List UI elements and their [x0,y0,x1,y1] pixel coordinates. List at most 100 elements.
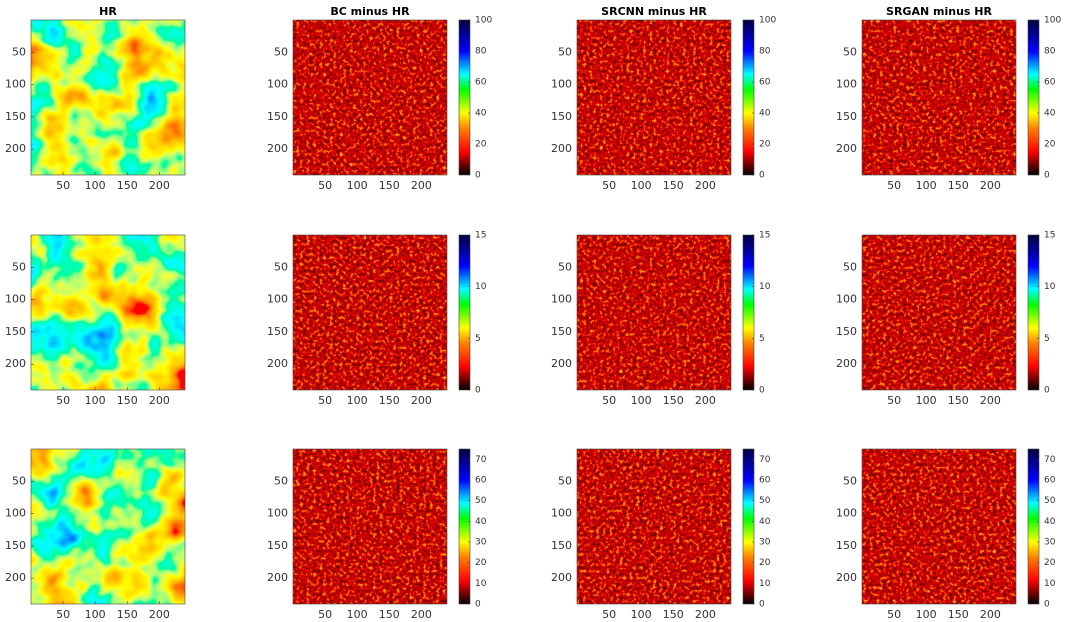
axes-box [292,234,448,391]
colorbar-tick-label: 20 [759,558,771,568]
colorbar-tick-label: 0 [1044,171,1050,181]
image [862,449,1016,604]
colorbar-tick-label: 40 [475,517,487,527]
x-tick-label: 50 [56,394,70,407]
colorbar-tick-label: 5 [1044,334,1050,344]
colorbar-tick-label: 0 [759,171,765,181]
colorbar-tick-label: 80 [475,47,487,57]
y-tick-label: 50 [558,474,572,487]
colorbar-tick-label: 60 [759,476,771,486]
colorbar-tick-label: 10 [475,579,487,589]
panel-title: SRCNN minus HR [601,5,707,18]
colorbar-tick-label: 70 [759,455,771,465]
y-tick-label: 50 [558,260,572,273]
y-tick-label: 200 [267,571,288,584]
colorbar [742,19,755,176]
image [293,235,447,390]
colorbar-tick-label: 10 [759,579,771,589]
y-tick-label: 150 [267,110,288,123]
colorbar-tick-label: 60 [759,78,771,88]
y-tick-label: 200 [836,357,857,370]
image [31,449,185,604]
y-tick-label: 100 [551,293,572,306]
x-tick-label: 200 [695,394,716,407]
y-tick-label: 200 [267,142,288,155]
colorbar-tick-label: 10 [1044,282,1056,292]
axes-box [861,19,1017,176]
colorbar-tick-label: 100 [1044,16,1061,26]
y-tick-label: 150 [267,539,288,552]
image [862,235,1016,390]
colorbar-tick-label: 5 [759,334,765,344]
y-tick-label: 100 [836,507,857,520]
y-tick-label: 100 [267,293,288,306]
image [293,449,447,604]
x-tick-label: 200 [980,179,1001,192]
axes-box [576,19,732,176]
x-tick-label: 100 [916,179,937,192]
colorbar-tick-label: 30 [759,538,771,548]
y-tick-label: 150 [5,539,26,552]
y-tick-label: 200 [5,571,26,584]
colorbar-tick-label: 40 [475,109,487,119]
y-tick-label: 50 [12,474,26,487]
x-tick-label: 100 [85,608,106,621]
y-tick-label: 150 [836,539,857,552]
x-tick-label: 200 [411,394,432,407]
y-tick-label: 50 [843,45,857,58]
y-tick-label: 50 [843,260,857,273]
colorbar-tick-label: 15 [1044,231,1055,241]
y-tick-label: 150 [836,110,857,123]
axes-box [576,448,732,605]
x-tick-label: 50 [887,179,901,192]
colorbar [1027,19,1040,176]
x-tick-label: 100 [347,179,368,192]
x-tick-label: 100 [631,179,652,192]
colorbar-tick-label: 20 [475,140,487,150]
colorbar [458,19,471,176]
x-tick-label: 50 [602,179,616,192]
y-tick-label: 50 [274,260,288,273]
colorbar-tick-label: 60 [1044,78,1056,88]
image [577,20,731,175]
x-tick-label: 50 [56,179,70,192]
y-tick-label: 50 [12,260,26,273]
colorbar-tick-label: 20 [1044,558,1056,568]
x-tick-label: 150 [948,394,969,407]
colorbar [458,448,471,605]
y-tick-label: 150 [267,325,288,338]
colorbar-tick-label: 5 [475,334,481,344]
x-tick-label: 50 [318,394,332,407]
x-tick-label: 150 [117,394,138,407]
axes-box [861,234,1017,391]
x-tick-label: 150 [948,608,969,621]
colorbar-tick-label: 10 [759,282,771,292]
y-tick-label: 150 [836,325,857,338]
colorbar [1027,448,1040,605]
y-tick-label: 100 [267,78,288,91]
x-tick-label: 100 [631,608,652,621]
y-tick-label: 100 [5,293,26,306]
colorbar-tick-label: 0 [1044,386,1050,396]
x-tick-label: 150 [117,179,138,192]
y-tick-label: 150 [551,110,572,123]
x-tick-label: 200 [980,394,1001,407]
colorbar-tick-label: 100 [759,16,776,26]
colorbar-tick-label: 40 [1044,109,1056,119]
colorbar-tick-label: 50 [475,496,487,506]
axes-box [30,448,186,605]
x-tick-label: 200 [411,608,432,621]
y-tick-label: 100 [836,78,857,91]
image [31,20,185,175]
x-tick-label: 50 [887,394,901,407]
axes-box [30,234,186,391]
colorbar-tick-label: 10 [475,282,487,292]
colorbar-tick-label: 20 [759,140,771,150]
colorbar [742,448,755,605]
axes-box [292,19,448,176]
y-tick-label: 50 [274,45,288,58]
axes-box [576,234,732,391]
colorbar-tick-label: 80 [759,47,771,57]
x-tick-label: 150 [379,608,400,621]
